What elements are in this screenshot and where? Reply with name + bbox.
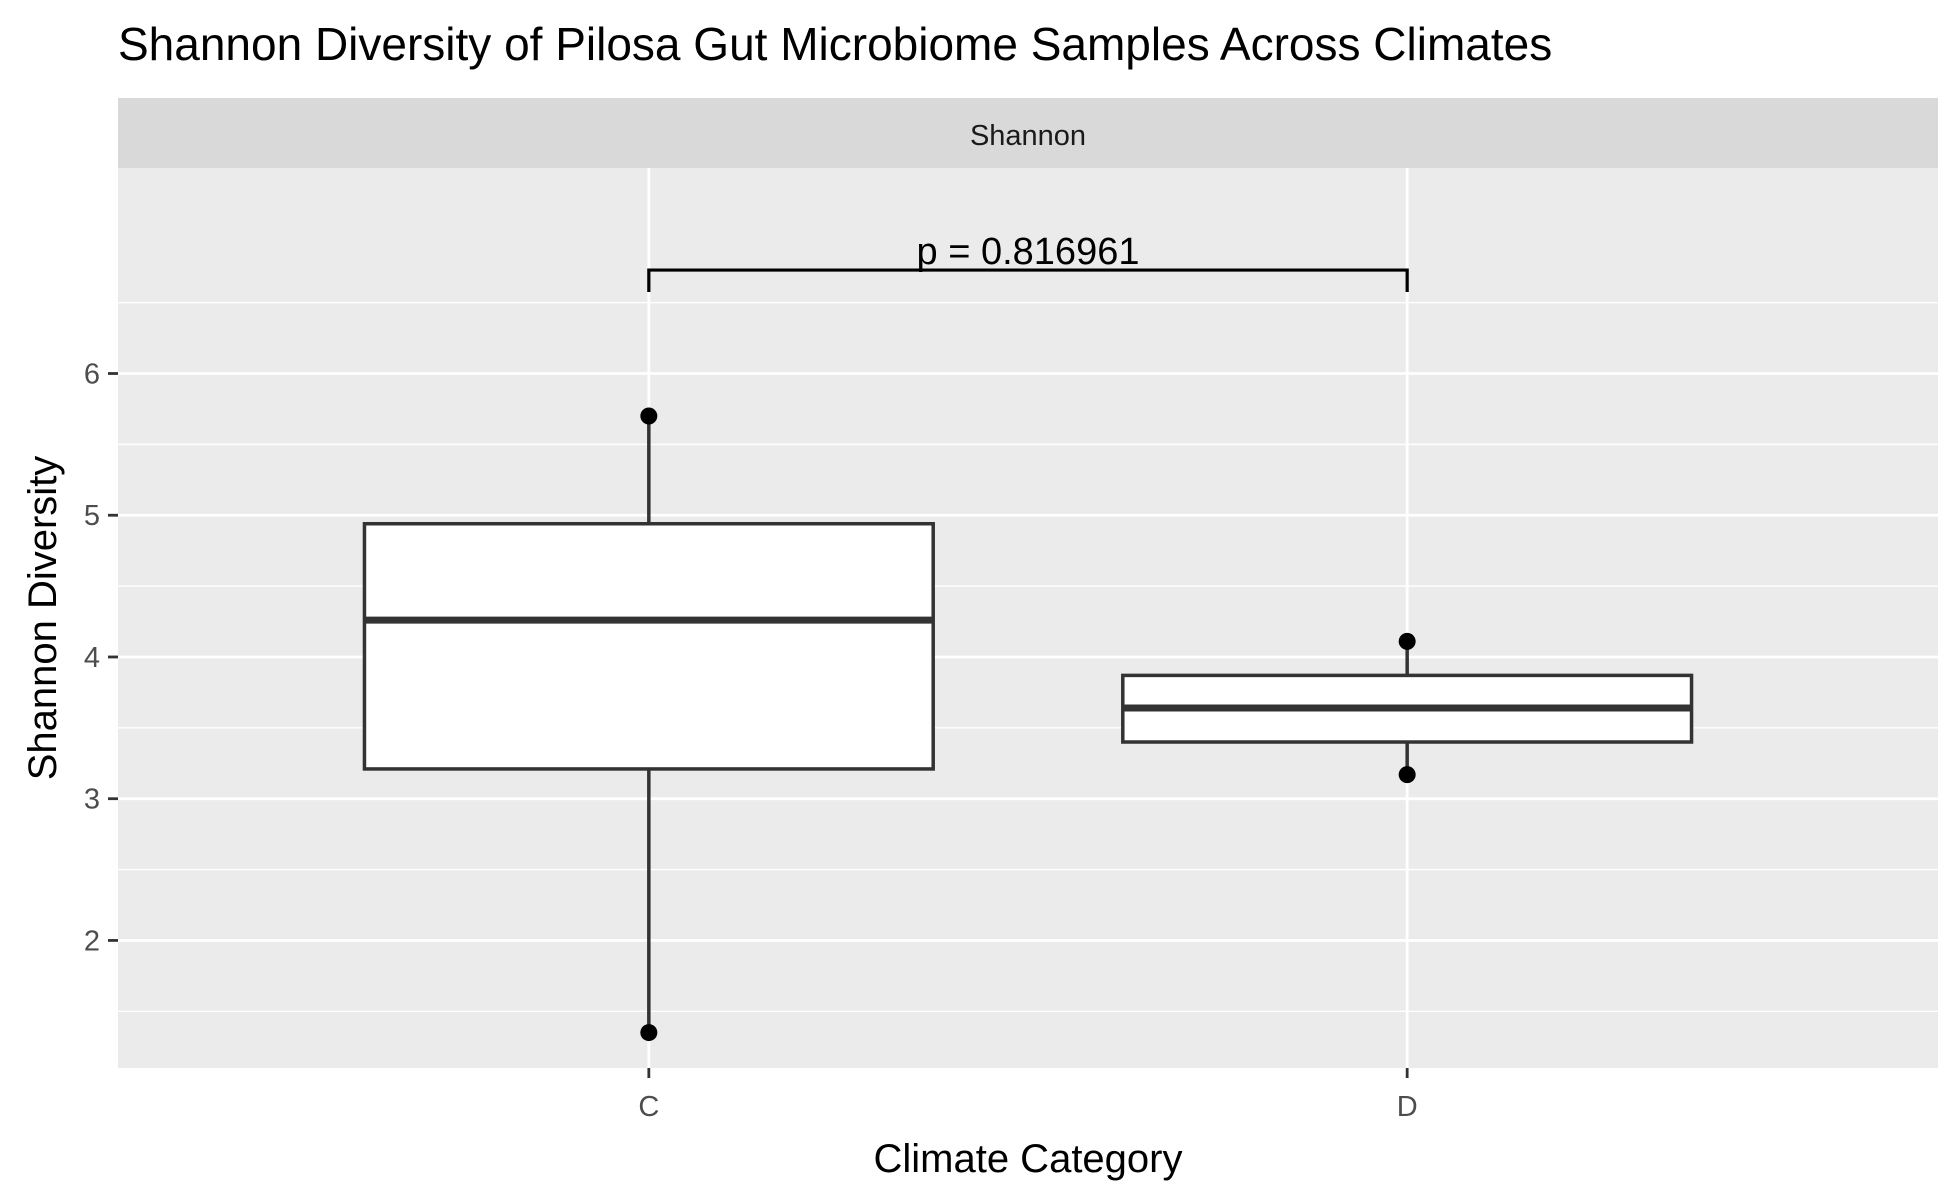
y-tick-label: 5 [84,500,100,532]
y-axis-title: Shannon Diversity [21,456,65,781]
data-point [1398,766,1416,784]
x-tick-label: C [638,1091,659,1123]
significance-bracket-line [647,268,1409,293]
data-point [640,407,658,425]
significance-bracket: p = 0.816961 [647,231,1409,293]
y-tick-label: 4 [84,642,100,674]
y-tick-label: 3 [84,784,100,816]
x-axis-title: Climate Category [873,1137,1182,1181]
box-d [1121,632,1694,784]
y-tick-label: 6 [84,359,100,391]
chart-title: Shannon Diversity of Pilosa Gut Microbio… [118,18,1552,70]
data-point [1398,632,1416,650]
box-series [362,407,1694,1042]
y-tick-label: 2 [84,925,100,957]
p-value-label: p = 0.816961 [917,231,1140,273]
data-point [640,1024,658,1042]
box-c [362,407,935,1042]
facet-strip [118,98,1938,168]
axes: 2 3 4 5 6 C D [84,359,1418,1123]
box-iqr [362,521,935,771]
x-tick-label: D [1397,1091,1418,1123]
facet-strip-label: Shannon [970,120,1086,152]
